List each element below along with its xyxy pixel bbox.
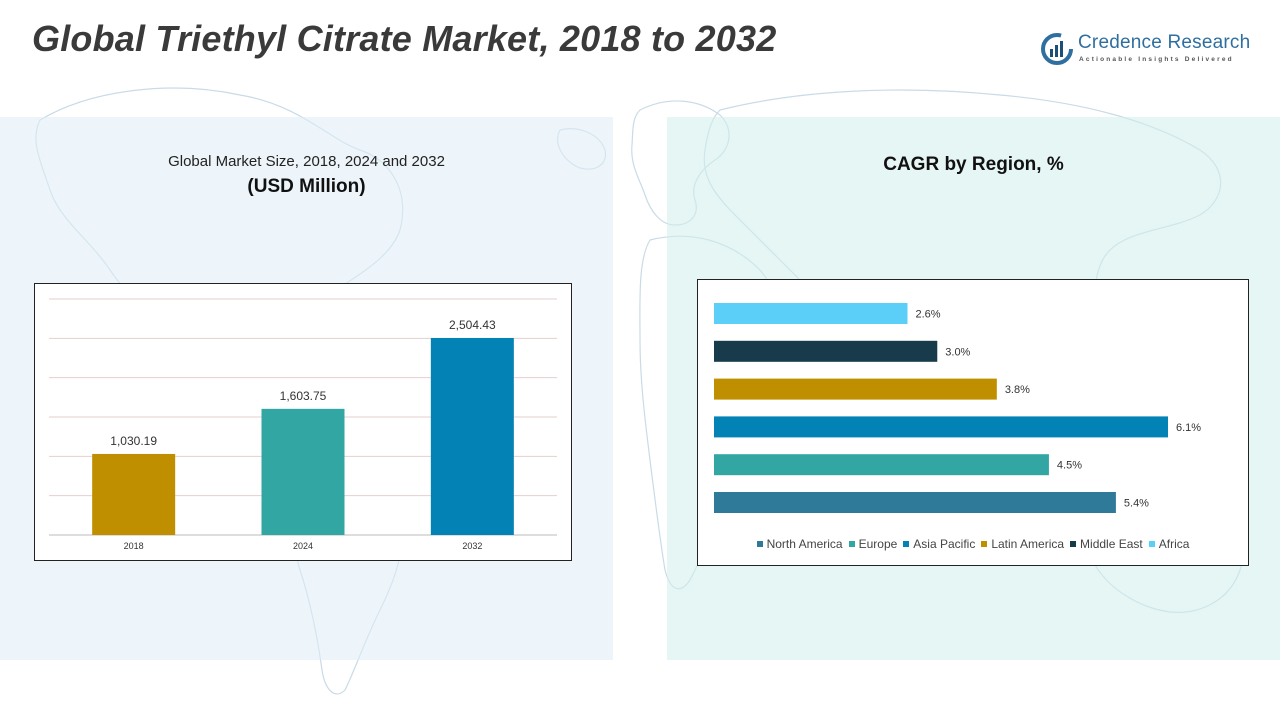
- bar-middle-east: [714, 340, 938, 362]
- market-size-bar-chart: 1,030.19 2018 1,603.75 2024 2,504.43 2032: [49, 298, 557, 551]
- bar-value-label: 2,504.43: [449, 318, 496, 332]
- x-tick-label: 2032: [462, 541, 482, 551]
- cagr-bar-chart: 2.6% 3.0% 3.8% 6.1% 4.5% 5.4%: [714, 303, 1201, 513]
- bar-2032: [430, 337, 514, 535]
- legend-swatch: [756, 540, 763, 547]
- bar-value-label: 1,030.19: [110, 434, 157, 448]
- bar-value-label: 4.5%: [1057, 460, 1082, 472]
- market-size-subtitle: Global Market Size, 2018, 2024 and 2032: [168, 153, 445, 170]
- x-tick-label: 2024: [293, 541, 313, 551]
- bar-latin-america: [714, 378, 997, 400]
- bar-value-label: 3.0%: [945, 346, 970, 358]
- cagr-chart: 2.6% 3.0% 3.8% 6.1% 4.5% 5.4% North America Eu…: [697, 279, 1249, 566]
- legend-label: Europe: [858, 537, 898, 551]
- bar-asia-pacific: [714, 416, 1168, 438]
- legend-label: North America: [766, 537, 843, 551]
- legend-label: Middle East: [1080, 537, 1143, 551]
- legend-label: Africa: [1158, 537, 1190, 551]
- legend-label: Asia Pacific: [913, 537, 976, 551]
- market-size-unit: (USD Million): [247, 176, 366, 197]
- legend-swatch: [1070, 540, 1077, 547]
- bar-north-america: [714, 492, 1116, 513]
- logo-name: Credence Research: [1078, 32, 1251, 53]
- cagr-legend: North America Europe Asia Pacific Latin Ame…: [698, 537, 1248, 551]
- credence-research-logo: Credence Research Actionable Insights De…: [1040, 30, 1260, 70]
- legend-swatch: [1148, 540, 1155, 547]
- legend-item: North America: [756, 537, 843, 551]
- bar-africa: [714, 303, 908, 324]
- legend-item: Latin America: [981, 537, 1064, 551]
- bar-value-label: 2.6%: [916, 309, 941, 321]
- bar-value-label: 5.4%: [1124, 498, 1149, 510]
- bar-europe: [714, 454, 1049, 476]
- page-title: Global Triethyl Citrate Market, 2018 to …: [32, 18, 777, 59]
- market-size-chart: 1,030.19 2018 1,603.75 2024 2,504.43 2032: [34, 283, 572, 561]
- legend-swatch: [981, 540, 988, 547]
- legend-swatch: [848, 540, 855, 547]
- legend-item: Europe: [848, 537, 898, 551]
- legend-label: Latin America: [991, 537, 1065, 551]
- bar-value-label: 1,603.75: [280, 389, 327, 403]
- logo-tagline: Actionable Insights Delivered: [1079, 56, 1234, 63]
- legend-item: Middle East: [1070, 537, 1143, 551]
- bar-value-label: 3.8%: [1005, 384, 1030, 396]
- bar-2024: [261, 408, 345, 535]
- cagr-title: CAGR by Region, %: [883, 154, 1064, 175]
- bar-2018: [92, 453, 176, 535]
- bar-value-label: 6.1%: [1176, 422, 1201, 434]
- legend-swatch: [903, 540, 910, 547]
- legend-item: Asia Pacific: [903, 537, 975, 551]
- x-tick-label: 2018: [124, 541, 144, 551]
- legend-item: Africa: [1148, 537, 1190, 551]
- logo-mark-icon: [1041, 33, 1073, 65]
